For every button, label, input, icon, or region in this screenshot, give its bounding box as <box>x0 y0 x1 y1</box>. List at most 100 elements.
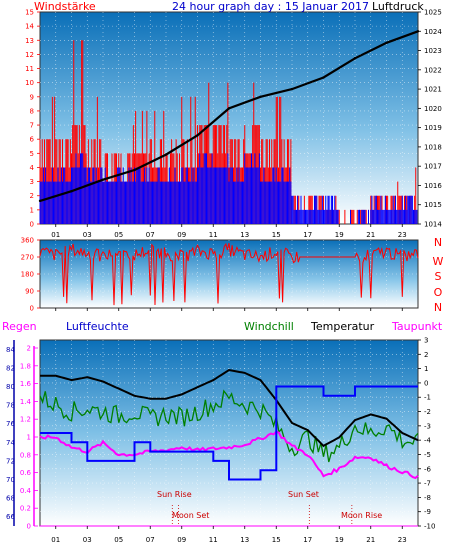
x-tick-label: 15 <box>272 231 281 239</box>
pressure-point <box>353 57 357 60</box>
temp-y-tick-label: 0 <box>424 379 428 387</box>
rain-y-tick-label: 1.6 <box>20 380 32 388</box>
x-tick-label: 11 <box>209 231 218 239</box>
wind-y-tick-label: 7 <box>30 122 34 130</box>
x-tick-label: 03 <box>83 536 92 544</box>
wind-y-tick-label: 14 <box>25 23 34 31</box>
x-tick-label: 05 <box>114 536 123 544</box>
pressure-y-tick-label: 1022 <box>424 66 442 74</box>
wind-direction-line <box>39 242 419 306</box>
temp-y-tick-label: -5 <box>424 451 431 459</box>
pressure-point <box>322 76 325 79</box>
x-tick-label: 21 <box>366 231 375 239</box>
pressure-y-tick-label: 1019 <box>424 124 442 132</box>
temp-y-tick-label: -4 <box>424 437 432 445</box>
dir-y-tick-label: 0 <box>30 305 34 313</box>
pressure-label: Luftdruck <box>372 0 424 13</box>
windchill-line <box>39 389 419 463</box>
dewpoint-label: Taupunkt <box>391 320 443 333</box>
temp-y-tick-label: 3 <box>424 337 428 345</box>
moon-set-label: Moon Set <box>172 511 209 520</box>
x-tick-label: 09 <box>177 231 186 239</box>
sun-rise-label: Sun Rise <box>157 490 192 499</box>
pressure-y-tick-label: 1021 <box>424 86 442 94</box>
humidity-label: Luftfeuchte <box>66 320 129 333</box>
temp-y-tick-label: -8 <box>424 494 431 502</box>
x-tick-label: 13 <box>240 536 249 544</box>
wind-y-tick-label: 10 <box>25 79 34 87</box>
wind-y-tick-label: 2 <box>30 192 34 200</box>
pressure-y-tick-label: 1018 <box>424 143 442 151</box>
pressure-point <box>259 95 262 99</box>
humidity-y-tick-label: 82 <box>6 364 15 372</box>
dir-y-tick-label: 360 <box>21 237 34 245</box>
rain-y-tick-label: 0.8 <box>20 451 31 459</box>
wind-y-tick-label: 0 <box>30 221 34 229</box>
x-tick-label: 17 <box>303 231 312 239</box>
x-tick-label: 07 <box>146 536 155 544</box>
rain-y-tick-label: 0 <box>27 523 31 531</box>
wind-y-tick-label: 5 <box>30 150 34 158</box>
humidity-y-tick-label: 72 <box>6 457 15 465</box>
humidity-y-tick-label: 78 <box>6 402 15 410</box>
wind-y-tick-label: 6 <box>30 136 35 144</box>
temp-y-tick-label: -9 <box>424 508 431 516</box>
wind-y-tick-label: 4 <box>30 164 35 172</box>
wind-y-tick-label: 15 <box>25 9 34 17</box>
pressure-point <box>101 178 105 181</box>
pressure-y-tick-label: 1020 <box>424 105 442 113</box>
pressure-point <box>164 153 168 156</box>
rain-y-tick-label: 1.4 <box>20 398 32 406</box>
moon-rise-label: Moon Rise <box>341 511 382 520</box>
temp-y-tick-label: -10 <box>424 523 435 531</box>
wind-y-tick-label: 3 <box>30 178 34 186</box>
x-tick-label: 05 <box>114 231 123 239</box>
dir-y-tick-label: 180 <box>21 271 34 279</box>
axes: 0123456789101112131415101410151016101710… <box>6 9 444 545</box>
chart-marks <box>38 30 420 527</box>
compass-label: W <box>433 255 444 268</box>
humidity-y-tick-label: 68 <box>6 495 15 503</box>
x-tick-label: 23 <box>398 231 407 239</box>
temp-y-tick-label: -1 <box>424 394 431 402</box>
pressure-y-tick-label: 1015 <box>424 201 442 209</box>
humidity-y-tick-label: 84 <box>6 346 15 354</box>
temp-y-tick-label: 1 <box>424 365 428 373</box>
rain-y-tick-label: 1 <box>27 434 31 442</box>
humidity-line <box>40 385 418 481</box>
wind-y-tick-label: 11 <box>25 65 34 73</box>
compass-label: O <box>434 286 443 299</box>
temp-y-tick-label: -2 <box>424 408 431 416</box>
pressure-point <box>38 199 42 203</box>
humidity-y-tick-label: 80 <box>6 383 15 391</box>
rain-y-tick-label: 0.6 <box>20 469 32 477</box>
x-tick-label: 17 <box>303 536 312 544</box>
pressure-y-tick-label: 1016 <box>424 182 442 190</box>
rain-y-tick-label: 1.2 <box>20 416 31 424</box>
temperature-line <box>40 368 419 448</box>
pressure-y-tick-label: 1023 <box>424 47 442 55</box>
pressure-point <box>133 168 136 172</box>
pressure-y-tick-label: 1017 <box>424 163 442 171</box>
x-tick-label: 19 <box>335 536 344 544</box>
pressure-point <box>385 41 388 45</box>
wind-y-tick-label: 9 <box>30 93 34 101</box>
rain-label: Regen <box>2 320 37 333</box>
x-tick-label: 03 <box>83 231 92 239</box>
rain-y-tick-label: 0.4 <box>20 487 32 495</box>
x-tick-label: 19 <box>335 231 344 239</box>
x-tick-label: 23 <box>398 536 407 544</box>
x-tick-label: 13 <box>240 231 249 239</box>
wind-y-tick-label: 1 <box>30 206 34 214</box>
wind-speed-label: Windstärke <box>34 0 96 13</box>
temp-y-tick-label: -7 <box>424 480 431 488</box>
dewpoint-line <box>39 430 419 480</box>
pressure-point <box>227 107 231 110</box>
compass-label: N <box>434 236 442 249</box>
wind-y-tick-label: 8 <box>30 107 34 115</box>
x-tick-label: 01 <box>51 536 60 544</box>
chart-title: 24 hour graph day : 15 Januar 2017 <box>172 0 369 13</box>
pressure-y-tick-label: 1014 <box>424 221 442 229</box>
sun-set-label: Sun Set <box>288 490 319 499</box>
